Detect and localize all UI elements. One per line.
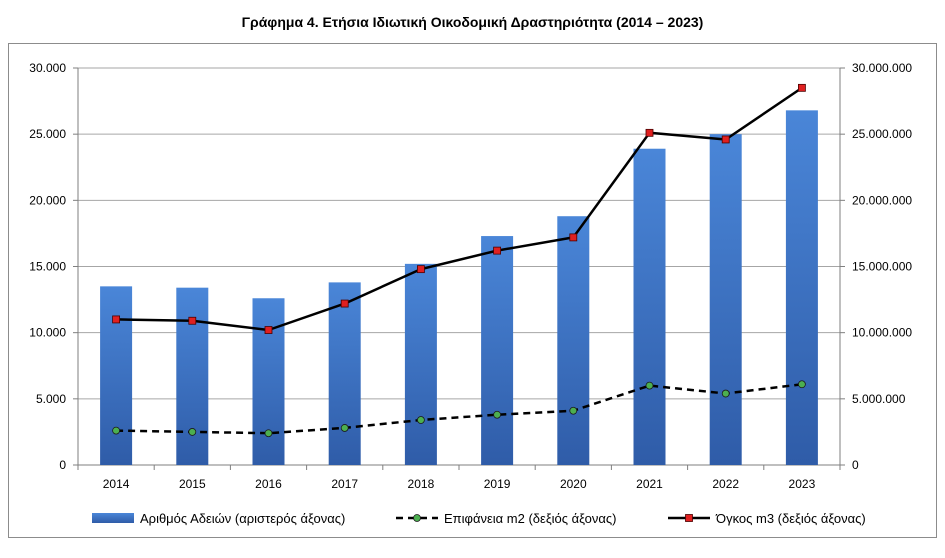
bar [481, 236, 514, 465]
bar [404, 263, 437, 465]
right-axis-tick-label: 30.000.000 [852, 61, 912, 75]
surface-series-point [798, 380, 806, 389]
right-axis-tick-label: 5.000.000 [852, 392, 906, 406]
x-axis-tick-label: 2023 [789, 477, 816, 491]
volume-series-point [721, 135, 730, 144]
right-axis-tick-label: 25.000.000 [852, 127, 912, 141]
x-axis-tick-label: 2022 [712, 477, 739, 491]
left-axis-tick-label: 30.000 [29, 61, 66, 75]
legend-label: Όγκος m3 (δεξιός άξονας) [715, 511, 866, 526]
left-axis-tick-label: 10.000 [29, 326, 66, 340]
x-axis-tick-label: 2016 [255, 477, 282, 491]
legend-label: Αριθμός Αδειών (αριστερός άξονας) [140, 511, 345, 526]
x-axis-tick-label: 2015 [179, 477, 206, 491]
volume-series-line [116, 86, 803, 332]
surface-series-point [264, 429, 273, 438]
left-axis-tick-label: 15.000 [29, 260, 66, 274]
bar [557, 216, 590, 465]
x-axis-tick-label: 2017 [331, 477, 358, 491]
right-axis-tick-label: 15.000.000 [852, 260, 912, 274]
left-axis-tick-label: 0 [59, 458, 66, 472]
bar [785, 110, 818, 465]
chart-title: Γράφημα 4. Ετήσια Ιδιωτική Οικοδομική Δρ… [241, 14, 704, 30]
left-axis-tick-label: 25.000 [29, 127, 66, 141]
surface-series-point [721, 389, 730, 398]
bar [176, 287, 209, 465]
bar [100, 286, 133, 465]
right-axis-tick-label: 0 [852, 458, 859, 472]
left-axis-tick-label: 5.000 [36, 392, 66, 406]
surface-series-point [416, 416, 425, 424]
surface-series-point [645, 381, 654, 390]
legend-swatch-bar [92, 513, 134, 523]
bar [328, 282, 361, 465]
bar [709, 134, 742, 465]
volume-series-point [264, 326, 273, 334]
volume-series-point [569, 233, 578, 242]
bar [252, 298, 285, 465]
chart-frame [8, 43, 937, 538]
surface-series-line [116, 383, 803, 435]
x-axis-tick-label: 2020 [560, 477, 587, 491]
x-axis-tick-label: 2021 [636, 477, 663, 491]
surface-series-point [569, 406, 578, 415]
legend-marker-volume [685, 514, 693, 522]
volume-series-point [340, 299, 349, 308]
x-axis-tick-label: 2018 [408, 477, 435, 491]
surface-series-point [188, 428, 197, 436]
left-axis-tick-label: 20.000 [29, 193, 66, 207]
legend-label: Επιφάνεια m2 (δεξιός άξονας) [444, 511, 616, 526]
volume-series-point [645, 128, 654, 137]
surface-series-point [493, 410, 502, 419]
volume-series-point [798, 83, 806, 92]
volume-series-point [493, 246, 502, 255]
right-axis-tick-label: 20.000.000 [852, 193, 912, 207]
bar [633, 148, 666, 465]
volume-series-point [112, 315, 120, 324]
x-axis-tick-label: 2019 [484, 477, 511, 491]
volume-series-point [416, 265, 425, 274]
x-axis-tick-label: 2014 [103, 477, 130, 491]
volume-series-point [188, 316, 197, 325]
right-axis-tick-label: 10.000.000 [852, 326, 912, 340]
surface-series-point [340, 424, 349, 432]
legend-marker-surface [413, 514, 421, 522]
surface-series-point [112, 426, 120, 435]
